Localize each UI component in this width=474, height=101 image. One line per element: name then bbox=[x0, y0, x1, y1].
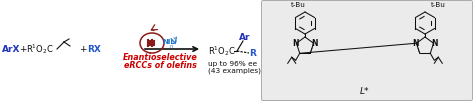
Text: Ar: Ar bbox=[239, 34, 251, 43]
Text: R: R bbox=[250, 48, 256, 57]
Text: ArX: ArX bbox=[2, 45, 20, 54]
Text: R$^1$O$_2$C: R$^1$O$_2$C bbox=[26, 42, 54, 56]
Text: N: N bbox=[412, 39, 419, 48]
Text: RX: RX bbox=[87, 45, 101, 54]
Text: NIL: NIL bbox=[163, 39, 175, 45]
Text: R$^1$O$_2$C: R$^1$O$_2$C bbox=[208, 44, 236, 58]
Text: +: + bbox=[79, 45, 86, 54]
Text: (43 examples): (43 examples) bbox=[208, 68, 261, 74]
Text: eRCCs of olefins: eRCCs of olefins bbox=[124, 60, 196, 69]
Text: L*: L* bbox=[360, 87, 370, 96]
Text: n: n bbox=[169, 44, 173, 48]
Text: Enantioselective: Enantioselective bbox=[123, 54, 197, 63]
Text: *: * bbox=[173, 37, 176, 42]
Text: N: N bbox=[292, 39, 299, 48]
Text: t-Bu: t-Bu bbox=[430, 2, 446, 8]
Text: N: N bbox=[431, 39, 438, 48]
Text: N: N bbox=[311, 39, 318, 48]
FancyBboxPatch shape bbox=[262, 1, 473, 100]
Text: up to 96% ee: up to 96% ee bbox=[208, 61, 257, 67]
Text: +: + bbox=[19, 45, 27, 54]
Text: t-Bu: t-Bu bbox=[291, 2, 305, 8]
